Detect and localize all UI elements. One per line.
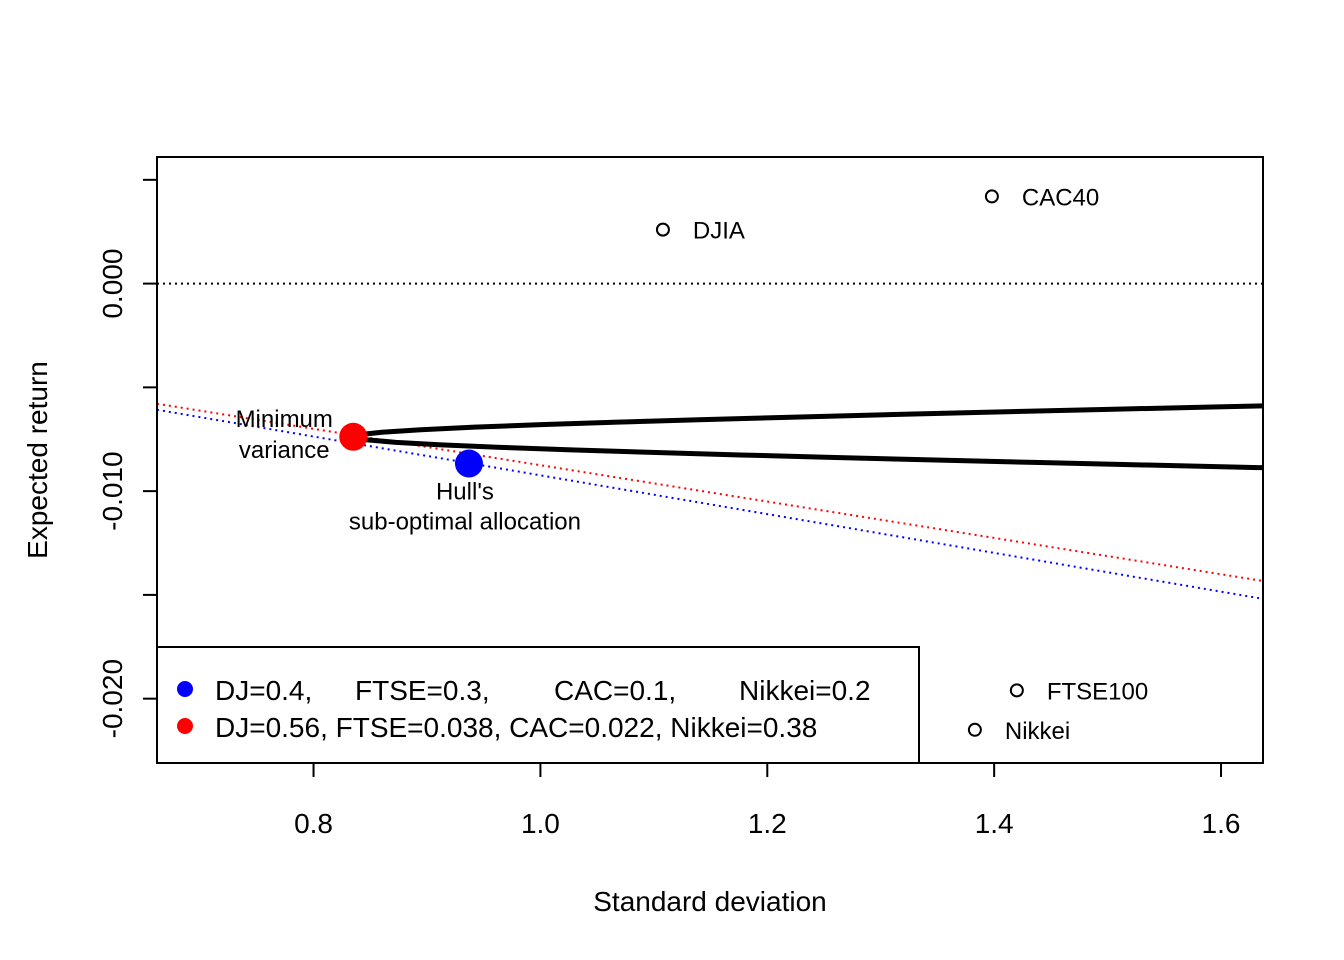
x-axis: 0.8 1.0 1.2 1.4 1.6 [294,763,1240,839]
asset-label-djia: DJIA [693,218,745,245]
hull-allocation-point [454,449,483,478]
legend-box [156,646,920,764]
asset-label-ftse100: FTSE100 [1047,678,1148,705]
x-axis-title: Standard deviation [593,886,827,917]
legend-marker [177,718,193,734]
x-tick-label: 0.8 [294,808,333,839]
plot-box [156,156,1264,764]
asset-point-ftse100 [1009,683,1024,698]
asset-point-djia [655,222,670,237]
minimum-variance-point [339,422,368,451]
x-tick-label: 1.6 [1202,808,1241,839]
legend-entry-text: Nikkei=0.2 [739,675,871,706]
minimum-variance-label-line: variance [239,437,330,464]
legend-entry-text: DJ=0.4, [215,675,312,706]
x-tick-label: 1.2 [748,808,787,839]
y-tick-label: 0.000 [97,249,128,319]
frontier-curve [345,403,1263,471]
asset-point-nikkei [967,722,982,737]
legend-entry-text: CAC=0.1, [554,675,676,706]
highlighted-points: Minimum variance Hull's sub-optimal allocat… [236,406,581,536]
legend-entry-text: DJ=0.56, FTSE=0.038, CAC=0.022, Nikkei=0… [215,712,817,743]
asset-label-nikkei: Nikkei [1005,718,1070,745]
asset-point-cac40 [984,189,999,204]
legend-entry-text: FTSE=0.3, [355,675,490,706]
y-tick-label: -0.020 [97,659,128,738]
x-tick-label: 1.4 [975,808,1014,839]
y-tick-label: -0.010 [97,451,128,530]
hull-allocation-label-line: Hull's [436,479,494,506]
asset-points: DJIA CAC40 FTSE100 Nikkei [655,184,1148,745]
legend-marker [177,681,193,697]
asset-label-cac40: CAC40 [1022,184,1099,211]
legend: DJ=0.4, FTSE=0.3, CAC=0.1, Nikkei=0.2 DJ=0.5… [156,646,920,764]
y-axis: 0.000 -0.010 -0.020 [97,178,157,738]
y-axis-title: Expected return [22,361,53,559]
x-tick-label: 1.0 [521,808,560,839]
hull-allocation-label-line: sub-optimal allocation [349,509,581,536]
efficient-frontier [345,403,1263,471]
minimum-variance-label-line: Minimum [236,406,333,433]
